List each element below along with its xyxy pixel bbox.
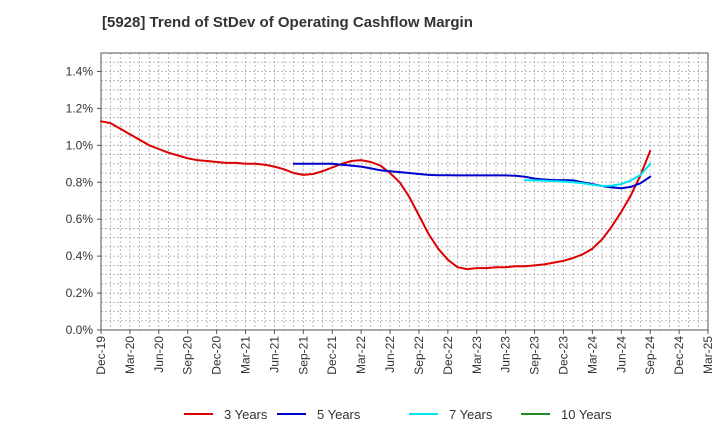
- legend-label: 10 Years: [561, 407, 612, 422]
- y-tick-label: 1.4%: [66, 64, 94, 78]
- series-lines: [100, 120, 652, 271]
- x-tick-label: Sep-20: [181, 336, 195, 375]
- y-tick-label: 1.2%: [66, 101, 94, 115]
- chart-title: [5928] Trend of StDev of Operating Cashf…: [102, 14, 473, 31]
- x-tick-label: Dec-19: [94, 336, 108, 375]
- x-tick-label: Mar-21: [239, 336, 253, 374]
- axes: 0.0% 0.2% 0.4% 0.6% 0.8% 1.0% 1.2% 1.4% Dec-19 Ma…: [66, 52, 715, 375]
- x-tick-label: Jun-24: [614, 336, 628, 373]
- legend-label: 3 Years: [224, 407, 268, 422]
- x-tick-label: Jun-23: [499, 336, 513, 373]
- plot-area: [101, 53, 708, 330]
- y-tick-label: 0.4%: [66, 249, 94, 263]
- x-tick-label: Sep-24: [643, 336, 657, 375]
- series-line-1: [100, 120, 652, 271]
- x-tick-label: Mar-23: [470, 336, 484, 374]
- x-tick-label: Sep-23: [528, 336, 542, 375]
- y-tick-label: 0.6%: [66, 212, 94, 226]
- legend-label: 7 Years: [449, 407, 493, 422]
- legend-label: 5 Years: [317, 407, 361, 422]
- x-tick-label: Dec-21: [325, 336, 339, 375]
- x-tick-label: Mar-20: [123, 336, 137, 374]
- x-tick-label: Jun-22: [383, 336, 397, 373]
- legend: 3 Years 5 Years 7 Years 10 Years: [184, 407, 612, 422]
- x-tick-label: Mar-24: [585, 336, 599, 374]
- y-tick-label: 1.0%: [66, 138, 94, 152]
- x-tick-label: Dec-23: [556, 336, 570, 375]
- plot-frame: [100, 52, 709, 331]
- x-tick-label: Mar-25: [701, 336, 715, 374]
- x-tick-label: Dec-20: [210, 336, 224, 375]
- x-tick-label: Sep-22: [412, 336, 426, 375]
- y-tick-label: 0.8%: [66, 175, 94, 189]
- grid-lines: [100, 52, 709, 331]
- y-tick-label: 0.0%: [66, 323, 94, 337]
- x-tick-label: Dec-22: [441, 336, 455, 375]
- x-tick-label: Mar-22: [354, 336, 368, 374]
- x-tick-label: Sep-21: [296, 336, 310, 375]
- series-line-3: [523, 162, 652, 187]
- x-tick-label: Jun-20: [152, 336, 166, 373]
- x-tick-label: Jun-21: [267, 336, 281, 373]
- y-tick-label: 0.2%: [66, 286, 94, 300]
- x-tick-label: Dec-24: [672, 336, 686, 375]
